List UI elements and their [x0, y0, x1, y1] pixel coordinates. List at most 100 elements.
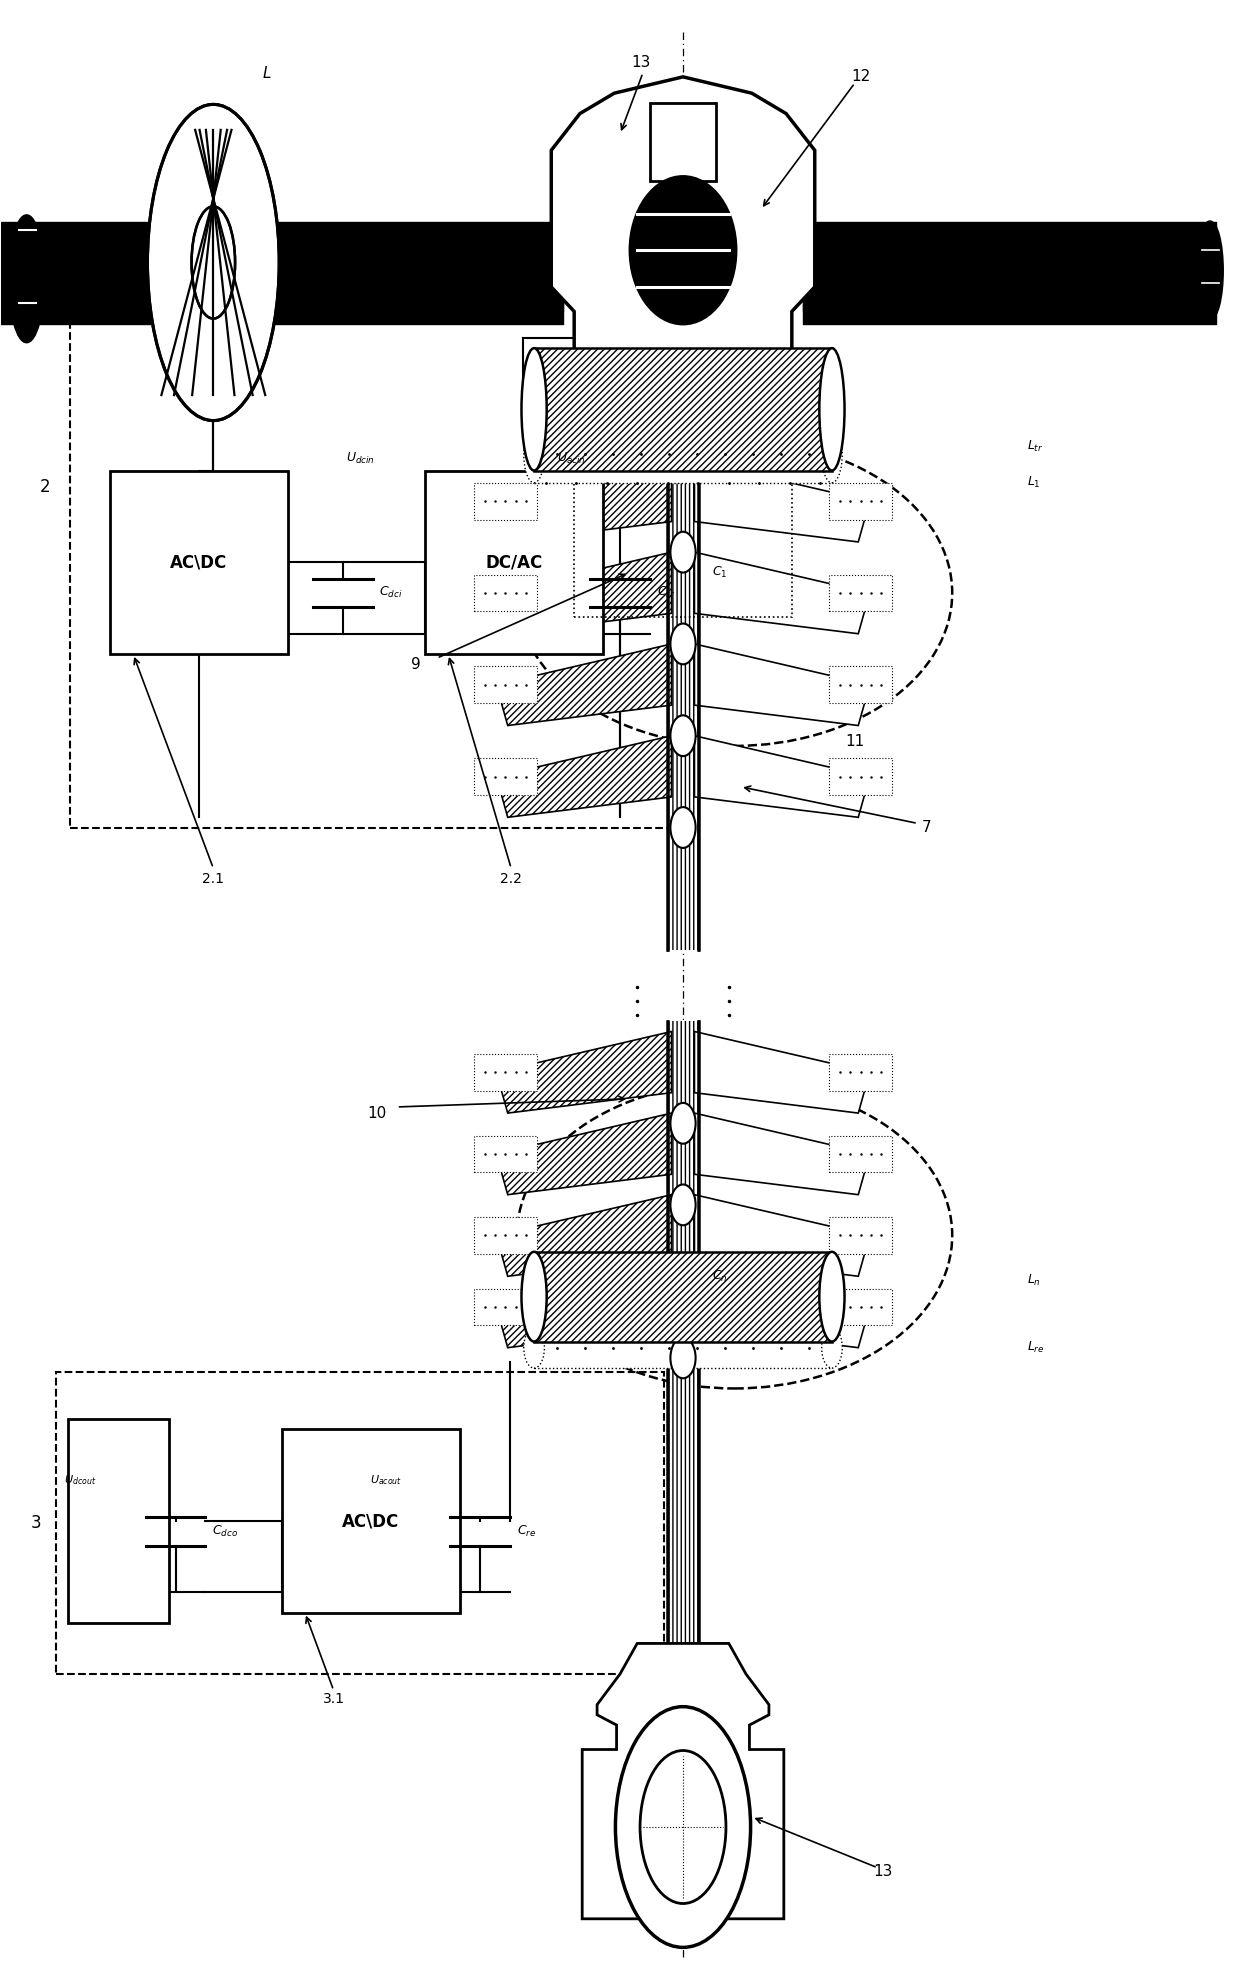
Bar	[830, 1135, 892, 1173]
Ellipse shape	[615, 1706, 750, 1947]
Bar	[56, 1373, 663, 1675]
Text: $L_{tr}$: $L_{tr}$	[1027, 439, 1043, 453]
Text: 11: 11	[846, 733, 864, 749]
Text: 3.1: 3.1	[322, 1692, 345, 1706]
Polygon shape	[496, 1267, 672, 1347]
Ellipse shape	[191, 206, 236, 318]
Polygon shape	[694, 461, 869, 541]
Ellipse shape	[148, 104, 279, 420]
Bar	[534, 1328, 832, 1369]
Text: $C_{tr}$: $C_{tr}$	[657, 586, 675, 600]
Polygon shape	[496, 1031, 672, 1114]
Bar	[474, 1218, 537, 1253]
Polygon shape	[583, 1643, 784, 1918]
Text: AC\DC: AC\DC	[342, 1512, 399, 1530]
Bar	[281, 1430, 460, 1612]
Text: 12: 12	[851, 69, 870, 84]
Bar	[574, 392, 792, 618]
Text: $C_{dci}$: $C_{dci}$	[379, 586, 403, 600]
Polygon shape	[694, 735, 869, 818]
Polygon shape	[496, 553, 672, 633]
Text: 7: 7	[923, 820, 931, 835]
Ellipse shape	[671, 1184, 696, 1226]
Text: $U_{dcout}$: $U_{dcout}$	[64, 1473, 97, 1486]
Text: 1: 1	[1114, 243, 1123, 257]
Bar	[474, 759, 537, 794]
Ellipse shape	[671, 1102, 696, 1143]
Bar	[110, 471, 288, 655]
Bar	[830, 575, 892, 612]
Ellipse shape	[10, 216, 43, 341]
Text: $U_{acout}$: $U_{acout}$	[371, 1473, 403, 1486]
Polygon shape	[496, 461, 672, 541]
Text: $C_1$: $C_1$	[712, 565, 727, 580]
Ellipse shape	[671, 808, 696, 847]
Bar	[667, 369, 699, 949]
Bar	[474, 575, 537, 612]
Bar	[534, 426, 832, 482]
Text: $C_n$: $C_n$	[712, 1269, 728, 1284]
Polygon shape	[496, 1194, 672, 1277]
Bar	[474, 1288, 537, 1326]
Text: 3: 3	[31, 1514, 41, 1532]
Bar	[650, 104, 717, 180]
Bar	[425, 471, 603, 655]
Ellipse shape	[820, 349, 844, 471]
Polygon shape	[552, 76, 815, 369]
Bar	[474, 1135, 537, 1173]
Ellipse shape	[822, 426, 842, 482]
Bar	[830, 667, 892, 704]
Bar	[474, 482, 537, 520]
Bar	[667, 1022, 699, 1663]
Text: $L_{re}$: $L_{re}$	[1027, 1339, 1044, 1355]
Bar	[474, 1053, 537, 1090]
Text: $U_{acin}$: $U_{acin}$	[557, 451, 585, 467]
Text: 13: 13	[631, 55, 650, 71]
Ellipse shape	[671, 531, 696, 573]
Polygon shape	[694, 553, 869, 633]
Ellipse shape	[671, 1337, 696, 1379]
Text: AC\DC: AC\DC	[170, 553, 228, 571]
Bar	[534, 1251, 832, 1341]
Polygon shape	[694, 1194, 869, 1277]
Bar	[474, 667, 537, 704]
Text: $U_{dcin}$: $U_{dcin}$	[346, 451, 376, 467]
Text: $C_{re}$: $C_{re}$	[517, 1524, 536, 1539]
Text: $C_{dco}$: $C_{dco}$	[212, 1524, 238, 1539]
Text: 2.2: 2.2	[500, 871, 522, 886]
Bar	[830, 482, 892, 520]
Bar	[830, 1053, 892, 1090]
Ellipse shape	[671, 716, 696, 757]
Ellipse shape	[630, 176, 735, 324]
Text: 10: 10	[367, 1106, 387, 1120]
Bar	[830, 1288, 892, 1326]
Text: 9: 9	[412, 657, 420, 673]
Polygon shape	[496, 735, 672, 818]
Ellipse shape	[523, 426, 544, 482]
Text: 2: 2	[40, 478, 51, 496]
Ellipse shape	[1198, 222, 1223, 320]
Bar	[534, 349, 832, 471]
Ellipse shape	[671, 624, 696, 665]
Polygon shape	[694, 1031, 869, 1114]
Text: DC/AC: DC/AC	[485, 553, 543, 571]
Polygon shape	[496, 1114, 672, 1194]
Text: $L_n$: $L_n$	[1027, 1273, 1040, 1288]
Text: $L_1$: $L_1$	[1027, 475, 1040, 490]
Ellipse shape	[822, 1328, 842, 1369]
Ellipse shape	[523, 1328, 544, 1369]
Polygon shape	[694, 643, 869, 726]
Text: $L$: $L$	[263, 65, 272, 80]
Bar	[830, 759, 892, 794]
Bar	[68, 1420, 169, 1624]
Text: 13: 13	[874, 1865, 893, 1879]
Bar	[71, 261, 694, 828]
Polygon shape	[496, 643, 672, 726]
Ellipse shape	[820, 1251, 844, 1341]
Polygon shape	[694, 1114, 869, 1194]
Bar	[830, 1218, 892, 1253]
Polygon shape	[694, 1267, 869, 1347]
Ellipse shape	[671, 1267, 696, 1306]
Ellipse shape	[640, 1751, 725, 1904]
Ellipse shape	[522, 349, 547, 471]
